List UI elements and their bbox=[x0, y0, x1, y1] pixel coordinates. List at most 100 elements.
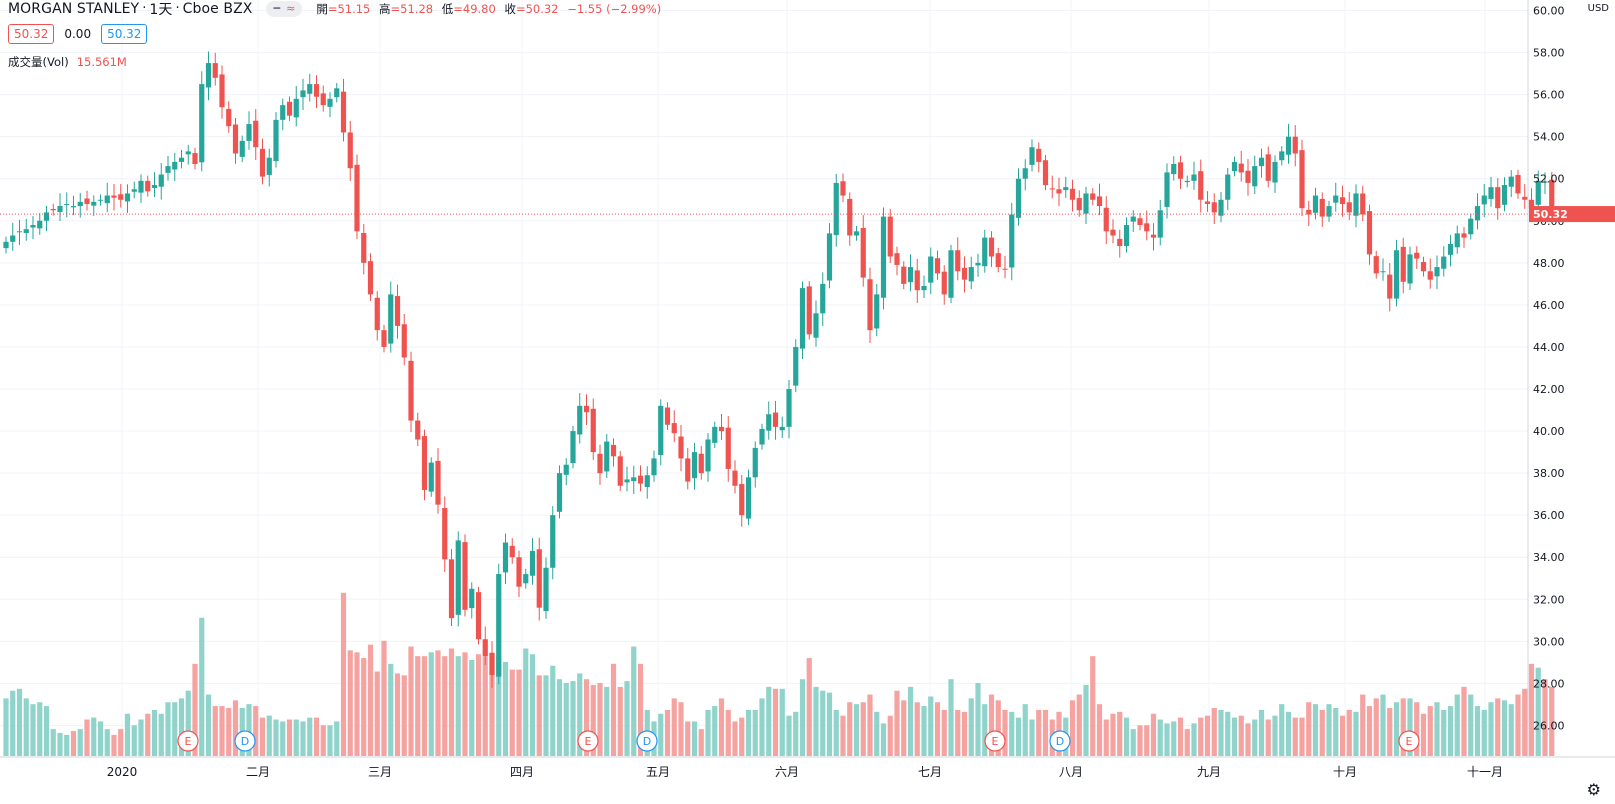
volume-bar bbox=[813, 686, 819, 756]
volume-bar bbox=[199, 617, 205, 756]
volume-title[interactable]: 成交量(Vol) bbox=[8, 55, 69, 69]
volume-bar bbox=[1515, 694, 1521, 756]
volume-bar bbox=[1353, 711, 1359, 756]
candle-body bbox=[1299, 150, 1305, 209]
gear-icon[interactable]: ⚙ bbox=[1586, 780, 1601, 799]
volume-bar bbox=[1137, 725, 1143, 756]
candle-body bbox=[3, 241, 9, 249]
volume-bar bbox=[631, 646, 637, 756]
volume-bar bbox=[1238, 715, 1244, 756]
volume-bar bbox=[1441, 709, 1447, 756]
candle-body bbox=[1177, 162, 1184, 179]
candle-body bbox=[192, 153, 198, 165]
volume-bar bbox=[968, 698, 974, 756]
volume-bar bbox=[1225, 711, 1231, 756]
volume-bar bbox=[1103, 719, 1109, 756]
candle-body bbox=[266, 157, 272, 175]
volume-bars bbox=[3, 592, 1555, 756]
candle-body bbox=[239, 140, 245, 157]
candle-body bbox=[455, 540, 461, 615]
dash-icon[interactable]: ━ bbox=[273, 2, 281, 15]
price-tick-label: 28.00 bbox=[1533, 677, 1565, 690]
volume-bar bbox=[523, 648, 529, 756]
candle-body bbox=[556, 473, 563, 512]
volume-bar bbox=[273, 719, 279, 756]
interval[interactable]: 1天 bbox=[149, 1, 173, 18]
volume-bar bbox=[529, 654, 536, 756]
candle-body bbox=[779, 426, 785, 431]
volume-bar bbox=[448, 648, 455, 756]
candle-body bbox=[934, 258, 941, 274]
volume-bar bbox=[901, 700, 907, 756]
candle-body bbox=[340, 91, 347, 133]
candle-body bbox=[1211, 202, 1217, 213]
volume-bar bbox=[97, 721, 104, 756]
candle-body bbox=[982, 237, 988, 267]
candle-body bbox=[37, 220, 43, 229]
wave-icon[interactable]: ≈ bbox=[286, 2, 296, 15]
candle-body bbox=[354, 164, 360, 232]
candle-body bbox=[1245, 170, 1251, 183]
volume-bar bbox=[124, 713, 131, 756]
candle-body bbox=[165, 166, 171, 173]
chart-style-pill[interactable]: ━ ≈ bbox=[266, 0, 303, 17]
volume-bar bbox=[455, 656, 461, 756]
volume-bar bbox=[415, 656, 421, 756]
candle-body bbox=[496, 574, 502, 677]
volume-bar bbox=[266, 715, 272, 756]
candle-body bbox=[509, 545, 515, 558]
separator: · bbox=[142, 1, 147, 16]
volume-bar bbox=[1542, 679, 1548, 756]
bid-box[interactable]: 50.32 bbox=[8, 24, 55, 44]
volume-bar bbox=[671, 698, 677, 756]
candle-body bbox=[16, 231, 23, 233]
ohlc-values: 開=51.15 高=51.28 低=49.80 收=50.32 −1.55 (−… bbox=[316, 1, 662, 16]
candle-body bbox=[408, 360, 414, 421]
price-tick-label: 56.00 bbox=[1533, 89, 1565, 102]
time-tick-label: 三月 bbox=[368, 765, 392, 779]
volume-bar bbox=[921, 706, 927, 756]
symbol-name[interactable]: MORGAN STANLEY bbox=[8, 0, 140, 17]
volume-bar bbox=[1420, 713, 1427, 756]
volume-bar bbox=[320, 725, 326, 756]
candle-body bbox=[1515, 174, 1521, 194]
time-tick-label: 九月 bbox=[1197, 765, 1221, 779]
candle-body bbox=[50, 209, 56, 211]
volume-bar bbox=[1427, 706, 1433, 756]
candle-body bbox=[799, 288, 806, 349]
candle-body bbox=[664, 407, 671, 425]
candle-body bbox=[516, 557, 522, 587]
volume-bar bbox=[934, 702, 941, 756]
volume-bar bbox=[1481, 709, 1487, 756]
volume-bar bbox=[955, 709, 961, 756]
volume-bar bbox=[1171, 721, 1177, 756]
volume-bar bbox=[381, 640, 387, 756]
candle-body bbox=[1333, 195, 1339, 203]
candle-body bbox=[1326, 206, 1332, 217]
candle-body bbox=[1272, 161, 1278, 183]
volume-bar bbox=[617, 686, 623, 756]
candle-body bbox=[698, 453, 704, 474]
candle-body bbox=[691, 452, 698, 479]
volume-bar bbox=[860, 702, 866, 756]
volume-bar bbox=[253, 706, 259, 756]
volume-bar bbox=[442, 656, 448, 756]
candle-body bbox=[880, 216, 887, 298]
candle-body bbox=[394, 296, 401, 326]
time-tick-label: 六月 bbox=[775, 765, 799, 779]
candle-body bbox=[1481, 195, 1487, 205]
candle-body bbox=[1522, 196, 1528, 200]
candle-body bbox=[1123, 224, 1130, 247]
candle-body bbox=[1279, 151, 1285, 161]
volume-bar bbox=[1009, 711, 1015, 756]
volume-bar bbox=[1346, 709, 1352, 756]
volume-bar bbox=[84, 719, 90, 756]
ask-box[interactable]: 50.32 bbox=[101, 24, 148, 44]
volume-bar bbox=[77, 729, 83, 756]
candle-body bbox=[111, 195, 117, 198]
candle-body bbox=[1393, 250, 1400, 299]
candle-body bbox=[1549, 179, 1555, 215]
candle-body bbox=[631, 477, 637, 482]
candle-body bbox=[1204, 201, 1211, 204]
